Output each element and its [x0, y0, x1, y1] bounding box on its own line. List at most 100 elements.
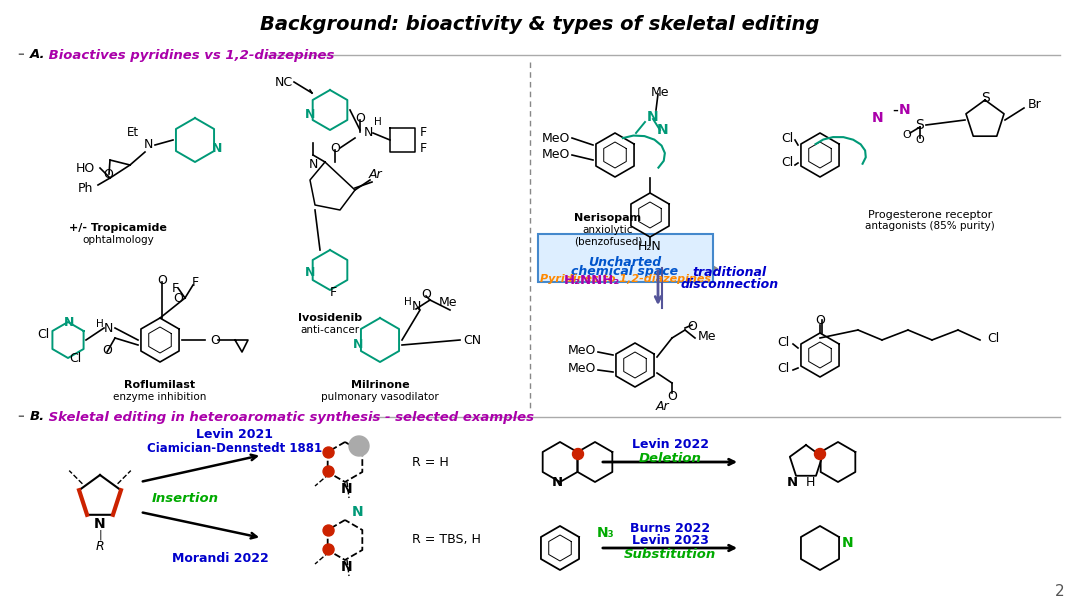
- Text: N: N: [786, 476, 797, 488]
- Text: O: O: [903, 130, 912, 140]
- Text: H: H: [96, 319, 104, 329]
- Text: N: N: [305, 265, 315, 279]
- Text: R = H: R = H: [411, 456, 449, 470]
- Text: Me: Me: [438, 296, 457, 310]
- Text: ophtalmology: ophtalmology: [82, 235, 153, 245]
- Text: -: -: [892, 101, 897, 119]
- Text: H: H: [404, 297, 411, 307]
- Text: N: N: [104, 322, 112, 335]
- Text: (benzofused): (benzofused): [573, 236, 643, 246]
- Text: MeO: MeO: [568, 362, 596, 375]
- Text: F: F: [420, 127, 427, 139]
- Text: MeO: MeO: [568, 344, 596, 356]
- Text: Levin 2022: Levin 2022: [632, 439, 708, 451]
- Text: O: O: [355, 112, 365, 124]
- Text: Br: Br: [1028, 99, 1042, 112]
- Text: H: H: [374, 117, 382, 127]
- Text: S: S: [916, 118, 924, 132]
- Text: N₃: N₃: [597, 526, 615, 540]
- Text: Levin 2023: Levin 2023: [632, 534, 708, 547]
- Circle shape: [323, 544, 334, 555]
- Text: H: H: [806, 476, 815, 488]
- Text: N: N: [64, 316, 75, 328]
- Text: O: O: [157, 273, 167, 287]
- Text: Ph: Ph: [78, 182, 93, 195]
- Text: N: N: [658, 123, 669, 137]
- Text: enzyme inhibition: enzyme inhibition: [113, 392, 206, 402]
- Text: traditional: traditional: [693, 265, 767, 279]
- Text: N: N: [900, 103, 910, 117]
- Text: Burns 2022: Burns 2022: [630, 522, 710, 534]
- Text: anti-cancer: anti-cancer: [300, 325, 360, 335]
- Text: A.: A.: [30, 48, 45, 61]
- Text: Pyridines to 1,2-diazepines: Pyridines to 1,2-diazepines: [540, 274, 711, 284]
- Text: R: R: [96, 539, 105, 553]
- Text: N: N: [647, 110, 659, 124]
- Text: Milrinone: Milrinone: [351, 380, 409, 390]
- Circle shape: [349, 436, 369, 456]
- Circle shape: [323, 447, 334, 458]
- Text: N: N: [94, 517, 106, 531]
- Text: Deletion: Deletion: [638, 451, 701, 465]
- Text: F: F: [329, 285, 337, 299]
- Text: O: O: [421, 287, 431, 301]
- Text: O: O: [687, 321, 697, 333]
- Text: N: N: [873, 111, 883, 125]
- Text: Insertion: Insertion: [151, 491, 218, 505]
- Text: O: O: [330, 141, 340, 155]
- Text: N: N: [842, 536, 854, 550]
- Text: –: –: [18, 48, 29, 61]
- Text: NC: NC: [275, 76, 293, 88]
- Circle shape: [572, 448, 583, 459]
- Text: Ciamician-Dennstedt 1881: Ciamician-Dennstedt 1881: [148, 442, 323, 454]
- Circle shape: [323, 466, 334, 477]
- Text: disconnection: disconnection: [680, 278, 779, 290]
- Text: Cl: Cl: [778, 336, 789, 348]
- Text: S: S: [981, 91, 989, 105]
- Text: 2: 2: [1055, 585, 1065, 599]
- Text: N: N: [363, 127, 373, 139]
- Text: O: O: [667, 390, 677, 404]
- Text: H₂N: H₂N: [638, 241, 662, 253]
- Text: Et: Et: [127, 125, 139, 139]
- Text: N: N: [308, 159, 318, 171]
- FancyArrow shape: [538, 258, 718, 280]
- Text: CN: CN: [463, 333, 481, 347]
- Text: O: O: [103, 344, 112, 356]
- Text: N: N: [411, 301, 421, 313]
- Text: F: F: [191, 276, 199, 290]
- Text: N: N: [144, 139, 152, 152]
- Text: Progesterone receptor: Progesterone receptor: [868, 210, 993, 220]
- Text: N: N: [305, 108, 315, 121]
- Text: Cl: Cl: [781, 156, 793, 170]
- Text: pulmonary vasodilator: pulmonary vasodilator: [321, 392, 438, 402]
- Text: R = TBS, H: R = TBS, H: [411, 533, 481, 547]
- Text: O: O: [815, 313, 825, 327]
- Text: O: O: [173, 291, 183, 304]
- Text: H₂NNH₂: H₂NNH₂: [564, 273, 620, 287]
- Text: Cl: Cl: [778, 362, 789, 375]
- Text: chemical space: chemical space: [571, 265, 678, 279]
- Text: N: N: [353, 339, 363, 351]
- Text: N: N: [341, 560, 353, 574]
- Text: HO: HO: [76, 162, 95, 175]
- Circle shape: [814, 448, 825, 459]
- Text: N: N: [212, 141, 222, 155]
- Text: Me: Me: [651, 85, 670, 99]
- Text: F: F: [420, 141, 427, 155]
- Text: Cl: Cl: [69, 351, 81, 364]
- FancyBboxPatch shape: [538, 234, 713, 282]
- Text: Nerisopam: Nerisopam: [575, 213, 642, 223]
- Text: Skeletal editing in heteroaromatic synthesis - selected examples: Skeletal editing in heteroaromatic synth…: [44, 410, 534, 424]
- Text: MeO: MeO: [542, 132, 570, 144]
- Text: Cl: Cl: [987, 331, 999, 344]
- Text: anxiolytic: anxiolytic: [583, 225, 633, 235]
- Text: F: F: [172, 282, 178, 295]
- Text: Cl: Cl: [781, 132, 793, 144]
- Text: B.: B.: [30, 410, 45, 424]
- Text: Background: bioactivity & types of skeletal editing: Background: bioactivity & types of skele…: [260, 15, 820, 33]
- Text: N: N: [552, 476, 563, 488]
- Text: Substitution: Substitution: [624, 548, 716, 562]
- Text: O: O: [916, 135, 924, 145]
- Text: Morandi 2022: Morandi 2022: [172, 551, 268, 565]
